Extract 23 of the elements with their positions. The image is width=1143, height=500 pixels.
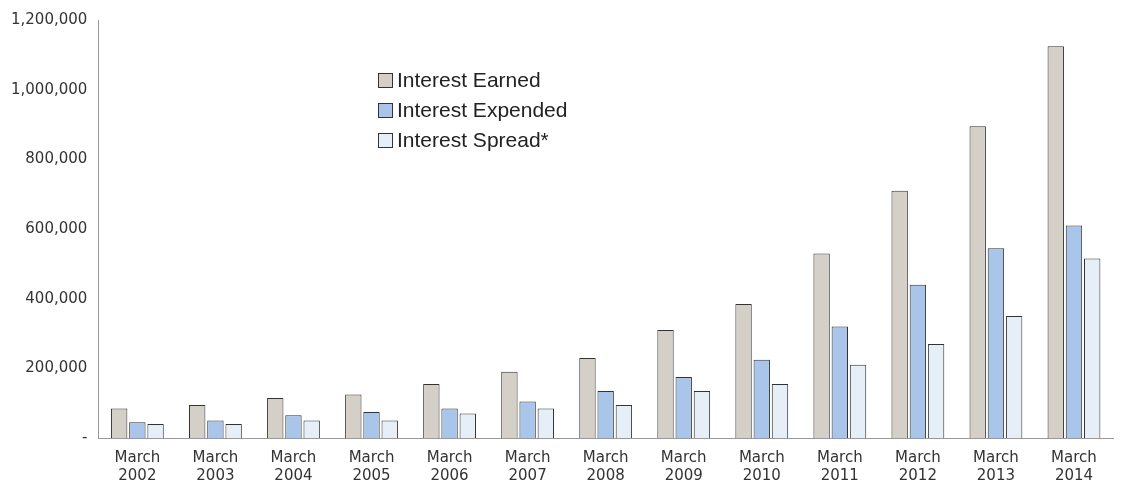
y-tick-label: 1,000,000 (11, 79, 88, 98)
y-tick-label: 800,000 (25, 149, 88, 168)
x-tick-label: March 2007 (504, 447, 551, 484)
legend-label: Interest Expended (397, 98, 568, 122)
x-tick-label: March 2010 (738, 447, 785, 484)
x-tick-label: March 2011 (816, 447, 863, 484)
x-tick-label: March 2006 (426, 447, 473, 484)
x-tick-label: March 2009 (660, 447, 707, 484)
x-tick-label: March 2002 (114, 447, 161, 484)
x-tick-label: March 2013 (973, 447, 1019, 484)
x-tick-label: March 2003 (192, 447, 239, 484)
x-tick-label: March 2004 (270, 447, 317, 484)
y-tick-label: - (81, 427, 88, 446)
x-tick-label: March 2014 (1051, 447, 1097, 484)
y-tick-label: 400,000 (25, 288, 88, 307)
x-tick-label: March 2008 (582, 447, 629, 484)
y-tick-label: 1,200,000 (11, 9, 88, 28)
x-tick-label: March 2005 (348, 447, 395, 484)
legend-label: Interest Earned (397, 68, 541, 92)
legend-label: Interest Spread* (397, 128, 549, 152)
y-tick-label: 200,000 (25, 358, 88, 377)
x-tick-label: March 2012 (895, 447, 941, 484)
y-tick-label: 600,000 (25, 218, 88, 237)
